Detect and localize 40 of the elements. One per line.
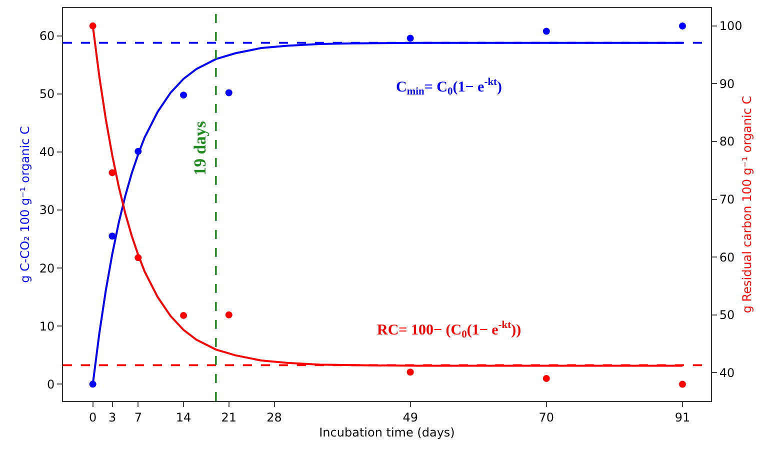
x-tick-label: 28 (266, 410, 282, 424)
point (678, 22, 686, 30)
annotation: C$_{min}$= C$_{0}$(1− e$^{-kt}$) (396, 77, 502, 98)
x-tick-label: 7 (134, 410, 142, 424)
point (225, 311, 232, 318)
x-tick-label: 49 (402, 410, 418, 424)
point (180, 92, 188, 99)
point (542, 374, 550, 382)
x-tick-label: 3 (108, 410, 116, 424)
y-axis-title: g C-CO₂ 100 g⁻¹ organic C (18, 126, 32, 283)
annotation: RC= 100− (C$_{0}$(1− e$^{-kt}$)) (377, 320, 522, 340)
y-tick-label: 20 (39, 261, 55, 276)
point (406, 368, 414, 376)
point (678, 380, 686, 388)
point (180, 312, 188, 319)
y-tick-label: 50 (39, 87, 55, 102)
point (406, 34, 414, 42)
y2-tick-label: 60 (719, 250, 735, 264)
y-tick-label: 0 (46, 377, 55, 392)
x-tick-label: 70 (538, 410, 554, 424)
y2-axis-title: g Residual carbon 100 g⁻¹ organic C (740, 96, 754, 314)
y-tick-label: 10 (39, 319, 55, 334)
y2-tick-label: 90 (719, 76, 735, 91)
y2-tick-label: 40 (719, 366, 735, 380)
x-tick-label: 21 (221, 410, 237, 424)
point (542, 28, 550, 35)
y2-tick-label: 80 (719, 134, 735, 149)
y-tick-label: 60 (39, 29, 55, 44)
y2-tick-label: 70 (719, 192, 735, 206)
point (108, 232, 116, 240)
x-tick-label: 14 (176, 410, 192, 424)
y2-tick-label: 100 (719, 19, 742, 34)
x-tick-label: 0 (88, 410, 97, 424)
point (225, 89, 232, 96)
y-tick-label: 40 (39, 145, 55, 160)
x-tick-label: 91 (674, 410, 690, 424)
ref-line-label: 19 days (190, 120, 210, 176)
x-axis-title: Incubation time (days) (319, 425, 455, 440)
y-tick-label: 30 (39, 203, 55, 218)
y2-tick-label: 50 (719, 308, 735, 322)
